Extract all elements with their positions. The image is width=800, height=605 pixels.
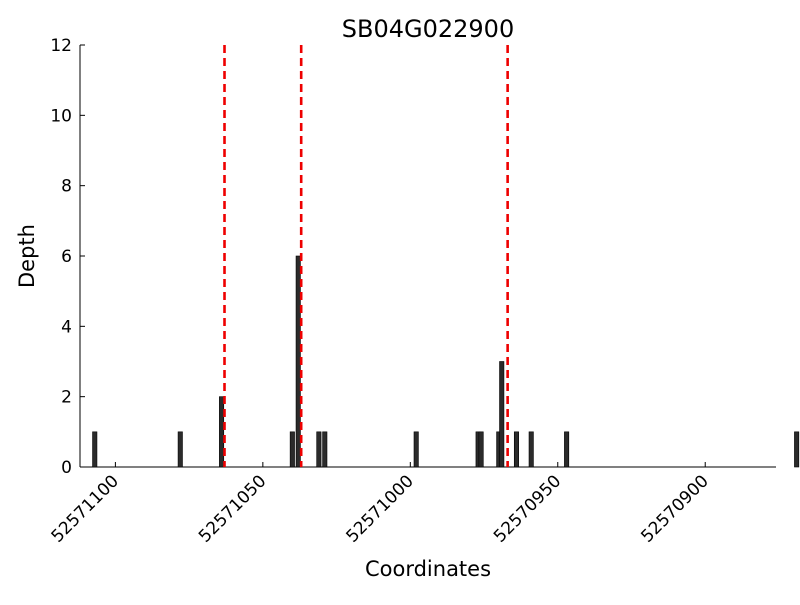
depth-bar	[528, 431, 534, 468]
depth-bar	[219, 396, 225, 468]
depth-bar	[478, 431, 484, 468]
x-axis-label: Coordinates	[365, 557, 491, 581]
depth-bar	[499, 361, 505, 468]
y-tick-label: 8	[61, 177, 72, 197]
y-tick-label: 0	[61, 458, 72, 478]
x-tick-label: 52571100	[48, 471, 123, 546]
y-tick-label: 12	[50, 36, 72, 56]
x-tick-label: 52570900	[637, 471, 712, 546]
x-tick-label: 52571000	[343, 471, 418, 546]
depth-bar	[289, 431, 295, 468]
y-tick-label: 10	[50, 106, 72, 126]
plot-area: 0 2 4 6 8 10 12 52571100 52571050 52571000 5257095…	[48, 36, 800, 547]
depth-bar	[413, 431, 419, 468]
x-tick-label: 52571050	[195, 471, 270, 546]
y-tick-label: 6	[61, 247, 72, 267]
depth-bar	[295, 255, 301, 468]
y-tick-label: 2	[61, 388, 72, 408]
chart-title: SB04G022900	[342, 15, 514, 43]
depth-bar	[564, 431, 570, 468]
y-axis-label: Depth	[15, 224, 39, 288]
x-tick-label: 52570950	[490, 471, 565, 546]
depth-bar	[513, 431, 519, 468]
y-tick-label: 4	[61, 317, 72, 337]
depth-bar	[92, 431, 98, 468]
depth-bar	[794, 431, 800, 468]
depth-bar	[322, 431, 328, 468]
depth-bar	[316, 431, 322, 468]
depth-bar	[177, 431, 183, 468]
